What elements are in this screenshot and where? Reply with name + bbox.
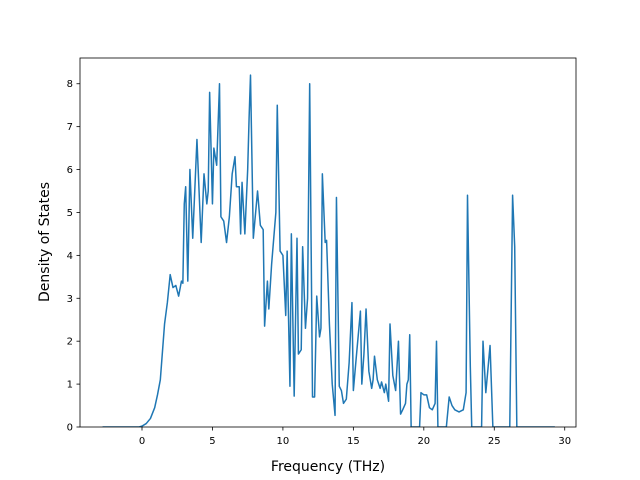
x-tick-label: 20	[417, 436, 430, 447]
y-tick-label: 5	[67, 208, 73, 219]
x-tick-label: 30	[558, 436, 571, 447]
x-tick-label: 10	[277, 436, 290, 447]
y-tick-label: 3	[67, 294, 73, 305]
x-tick-label: 15	[347, 436, 360, 447]
x-tick-label: 5	[209, 436, 215, 447]
y-tick-label: 8	[67, 79, 73, 90]
y-tick-label: 0	[67, 423, 73, 434]
x-axis-label: Frequency (THz)	[271, 459, 385, 475]
data-line	[102, 74, 555, 427]
y-tick-label: 1	[67, 380, 73, 391]
y-tick-label: 2	[67, 337, 73, 348]
y-tick-label: 6	[67, 165, 73, 176]
plot-frame	[79, 57, 577, 428]
y-tick-label: 4	[67, 251, 73, 262]
y-axis-label: Density of States	[37, 182, 53, 302]
x-tick-label: 25	[488, 436, 501, 447]
x-tick-label: 0	[139, 436, 145, 447]
y-tick-label: 7	[67, 122, 73, 133]
